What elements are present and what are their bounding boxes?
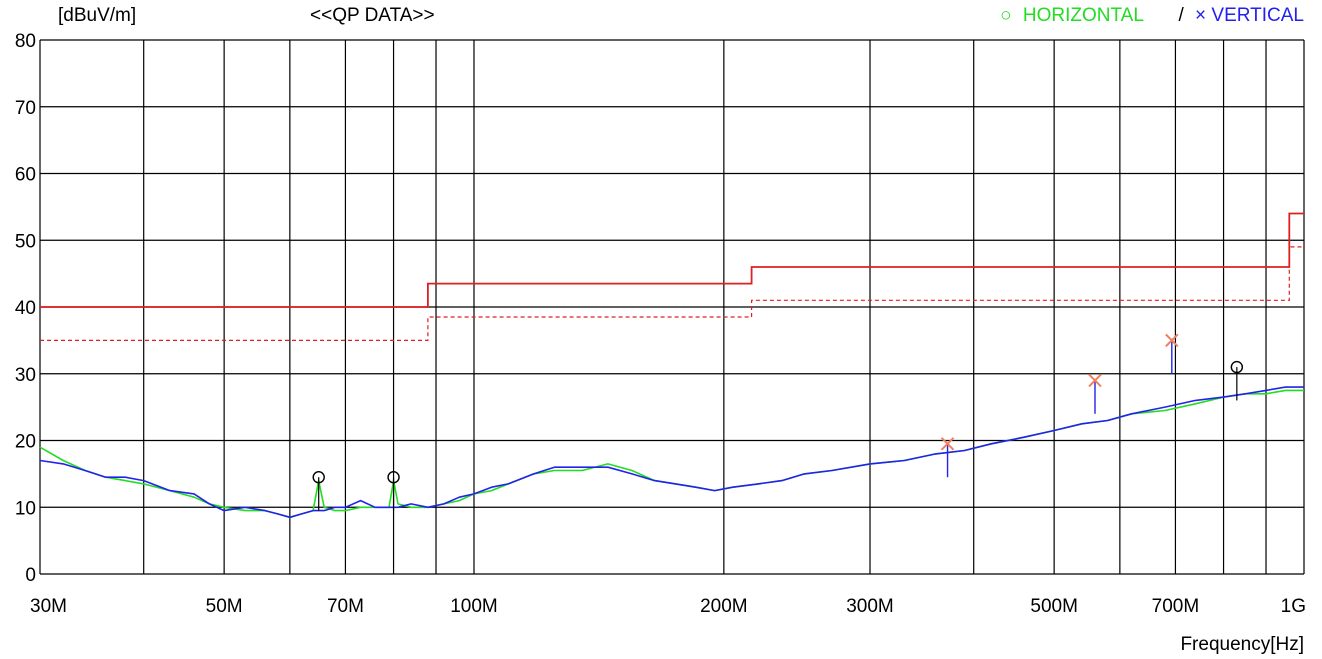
x-tick-labels: 30M 50M 70M 100M 200M 300M 500M 700M 1G [30, 596, 1306, 617]
legend-vertical-marker-icon: × [1195, 5, 1207, 26]
series-lines [39, 386, 1304, 519]
y-tick-label: 80 [15, 31, 36, 52]
margin-line [40, 246, 1304, 341]
y-tick-label: 50 [15, 231, 36, 252]
y-unit-label: [dBuV/m] [58, 5, 137, 26]
x-tick-label: 300M [846, 596, 894, 617]
x-tick-label: 100M [450, 596, 498, 617]
y-tick-label: 0 [25, 565, 36, 586]
legend: ○ HORIZONTAL / × VERTICAL [1000, 5, 1304, 27]
y-tick-label: 10 [15, 498, 36, 519]
legend-vertical-label: VERTICAL [1211, 5, 1304, 26]
y-tick-label: 70 [15, 98, 36, 119]
x-tick-label: 50M [206, 596, 243, 617]
peak-horizontal-marker [387, 471, 400, 484]
peak-vertical-marker [1165, 333, 1179, 348]
chart-title: <<QP DATA>> [310, 5, 435, 26]
y-tick-label: 30 [15, 365, 36, 386]
peak-horizontal-marker [312, 471, 325, 484]
series-line-horizontal [39, 389, 1304, 519]
x-tick-label: 200M [700, 596, 748, 617]
legend-horizontal-marker-icon: ○ [1000, 5, 1012, 26]
x-tick-label: 700M [1152, 596, 1200, 617]
peak-vertical-marker [940, 437, 955, 451]
legend-separator: / [1178, 5, 1184, 26]
y-tick-label: 40 [15, 298, 36, 319]
x-tick-label: 500M [1030, 596, 1078, 617]
legend-horizontal-label: HORIZONTAL [1022, 5, 1144, 26]
x-tick-label: 70M [327, 596, 364, 617]
series-line-vertical [39, 386, 1304, 519]
peak-horizontal-marker [1230, 360, 1244, 374]
x-tick-label: 30M [30, 596, 67, 617]
y-tick-labels: 0 10 20 30 40 50 60 70 80 [15, 31, 36, 586]
x-axis-label: Frequency[Hz] [1180, 634, 1304, 655]
limit-line [40, 212, 1304, 308]
peak-markers [312, 333, 1244, 511]
y-tick-label: 60 [15, 165, 36, 186]
peak-vertical-marker [1088, 373, 1102, 388]
limit-lines [40, 212, 1304, 341]
x-tick-label: 1G [1281, 596, 1306, 617]
y-tick-label: 20 [15, 432, 36, 453]
